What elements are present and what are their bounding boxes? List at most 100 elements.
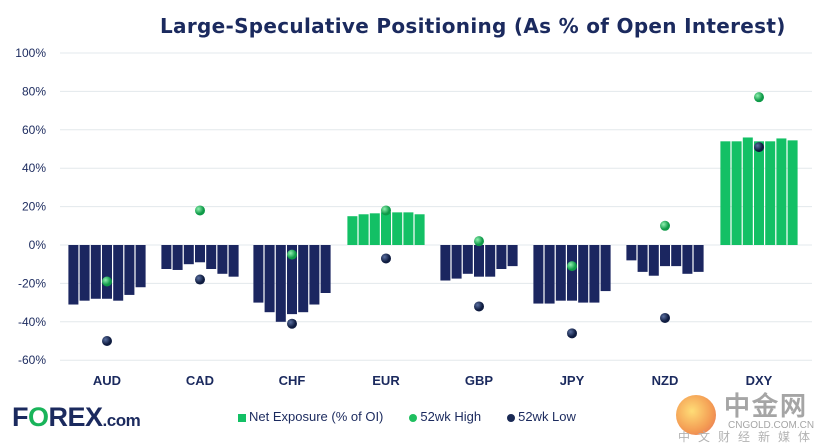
y-tick-label: 100% — [15, 46, 46, 60]
legend-high: 52wk High — [409, 409, 481, 424]
bar-jpy — [544, 245, 555, 304]
low-52wk-point — [381, 253, 391, 264]
bar-gbp — [485, 245, 496, 277]
bar-nzd — [671, 245, 682, 267]
watermark-logo-icon — [676, 395, 716, 435]
high-52wk-point — [474, 236, 484, 247]
y-tick-label: -40% — [18, 315, 46, 329]
watermark-url: CNGOLD.COM.CN — [728, 420, 815, 431]
x-tick-label: AUD — [93, 373, 121, 388]
bar-dxy — [765, 141, 776, 245]
bar-chf — [275, 245, 286, 322]
bar-nzd — [660, 245, 670, 267]
high-52wk-point — [381, 205, 391, 216]
legend-label: 52wk High — [420, 409, 482, 424]
bar-dxy — [731, 141, 742, 245]
x-tick-label: GBP — [465, 373, 494, 388]
bar-chf — [320, 245, 331, 293]
bar-dxy — [754, 141, 764, 245]
x-tick-label: EUR — [372, 373, 400, 388]
bar-chf — [264, 245, 275, 313]
bar-nzd — [693, 245, 704, 272]
low-52wk-point — [754, 142, 764, 153]
bar-eur — [414, 214, 425, 245]
bar-jpy — [555, 245, 566, 301]
dot-icon — [409, 414, 418, 422]
bar-aud — [90, 245, 101, 299]
bar-nzd — [648, 245, 659, 276]
bar-chf — [309, 245, 320, 305]
y-tick-label: 0% — [29, 238, 47, 252]
legend-net-exposure: Net Exposure (% of OI) — [238, 409, 383, 424]
bar-aud — [102, 245, 112, 299]
bar-gbp — [474, 245, 484, 277]
low-52wk-point — [474, 301, 484, 312]
bar-jpy — [567, 245, 577, 301]
low-52wk-point — [102, 336, 112, 346]
high-52wk-point — [660, 220, 670, 231]
bar-cad — [161, 245, 172, 269]
bar-aud — [68, 245, 79, 305]
bar-aud — [135, 245, 146, 288]
bar-dxy — [776, 138, 787, 245]
bar-dxy — [742, 137, 753, 245]
low-52wk-point — [195, 274, 205, 285]
logo-o-icon: O — [28, 402, 49, 432]
bar-cad — [195, 245, 205, 263]
high-52wk-point — [102, 276, 112, 287]
logo-text: REX — [48, 402, 104, 432]
legend-label: 52wk Low — [518, 409, 576, 424]
bar-chf — [253, 245, 264, 303]
bar-aud — [79, 245, 90, 301]
low-52wk-point — [287, 318, 297, 329]
x-tick-label: DXY — [746, 373, 773, 388]
bar-gbp — [462, 245, 473, 274]
bar-eur — [369, 213, 380, 245]
x-tick-label: NZD — [652, 373, 679, 388]
watermark-sub: 中文财经新媒体 — [678, 430, 819, 444]
bar-cad — [217, 245, 228, 274]
y-tick-label: 60% — [22, 123, 46, 137]
logo-text: F — [12, 402, 29, 432]
x-tick-label: CHF — [279, 373, 306, 388]
y-tick-label: 20% — [22, 200, 46, 214]
bar-eur — [403, 212, 414, 245]
legend-label: Net Exposure (% of OI) — [249, 409, 384, 424]
bar-jpy — [589, 245, 600, 303]
logo-text: .com — [102, 411, 141, 430]
bar-nzd — [626, 245, 637, 261]
bar-chf — [287, 245, 297, 315]
bar-gbp — [507, 245, 518, 267]
y-tick-label: 80% — [22, 84, 46, 98]
legend: Net Exposure (% of OI) 52wk High 52wk Lo… — [238, 409, 576, 424]
dot-icon — [507, 414, 516, 422]
watermark-text: 中金网 — [724, 391, 809, 421]
bar-aud — [113, 245, 124, 301]
high-52wk-point — [754, 92, 764, 103]
bar-cad — [206, 245, 217, 269]
high-52wk-point — [287, 249, 297, 260]
high-52wk-point — [567, 261, 577, 272]
bar-nzd — [682, 245, 693, 274]
forex-logo: FOREX.com — [12, 402, 141, 433]
bar-cad — [228, 245, 239, 277]
x-tick-label: CAD — [186, 373, 214, 388]
bar-dxy — [720, 141, 731, 245]
high-52wk-point — [195, 205, 205, 216]
square-icon — [238, 414, 246, 422]
y-tick-label: 40% — [22, 161, 46, 175]
chart-title: Large-Speculative Positioning (As % of O… — [160, 14, 786, 38]
y-tick-label: -20% — [18, 276, 46, 290]
y-tick-label: -60% — [18, 353, 46, 367]
bar-dxy — [787, 140, 798, 245]
bar-jpy — [578, 245, 589, 303]
bar-cad — [183, 245, 194, 265]
bar-eur — [347, 216, 358, 245]
bar-nzd — [637, 245, 648, 272]
cngold-watermark: 中金网 CNGOLD.COM.CN 中文财经新媒体 — [672, 393, 831, 444]
bar-eur — [392, 212, 403, 245]
low-52wk-point — [567, 328, 577, 339]
bar-aud — [124, 245, 135, 295]
